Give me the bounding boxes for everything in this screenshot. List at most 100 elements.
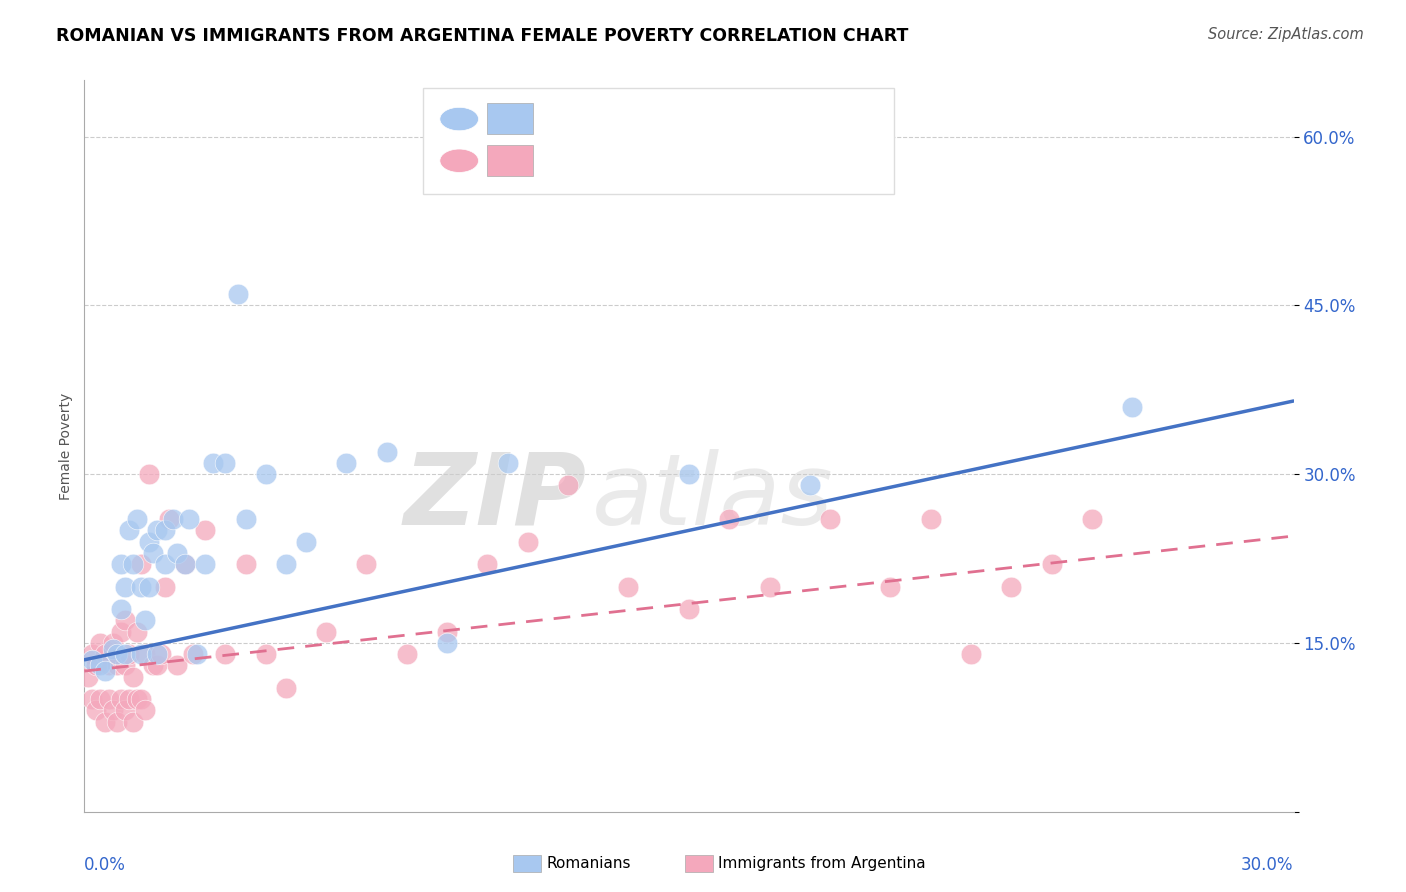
Point [194,557,217,571]
Point [89,658,111,673]
Point [818,512,841,526]
Point [157,512,180,526]
Point [146,647,169,661]
Point [356,557,378,571]
Point [82,653,104,667]
Point [86,703,108,717]
Point [110,602,132,616]
Point [166,658,188,673]
Circle shape [440,149,478,172]
Point [129,647,152,661]
Point [97,692,120,706]
Point [118,524,141,538]
Text: ZIP: ZIP [404,449,586,546]
Point [125,692,148,706]
Point [718,512,741,526]
Point [105,658,128,673]
Point [274,681,297,695]
Point [89,692,111,706]
Point [149,647,172,661]
Point [181,647,204,661]
Point [436,624,458,639]
Point [678,467,700,482]
Point [114,647,136,661]
Point [114,614,136,628]
Point [121,557,143,571]
Point [82,647,104,661]
Point [129,692,152,706]
FancyBboxPatch shape [486,145,533,176]
Point [920,512,942,526]
Point [758,580,780,594]
Point [799,478,821,492]
Point [153,580,176,594]
Point [129,580,152,594]
Point [82,692,104,706]
Point [110,557,132,571]
Point [166,546,188,560]
Point [134,703,156,717]
Point [110,624,132,639]
Text: R =  0.117: R = 0.117 [544,152,640,169]
Point [179,512,201,526]
Point [477,557,499,571]
Point [254,467,277,482]
Point [121,670,143,684]
Point [138,534,160,549]
Text: Source: ZipAtlas.com: Source: ZipAtlas.com [1208,27,1364,42]
Text: 0.0%: 0.0% [84,855,127,873]
Point [105,714,128,729]
Point [153,557,176,571]
Point [194,524,217,538]
Point [496,456,519,470]
FancyBboxPatch shape [486,103,533,134]
Text: Immigrants from Argentina: Immigrants from Argentina [718,856,927,871]
Point [110,692,132,706]
Text: R = 0.346: R = 0.346 [544,110,634,128]
Point [105,647,128,661]
Point [375,444,398,458]
Point [235,512,257,526]
Point [134,647,156,661]
Point [114,703,136,717]
Point [295,534,318,549]
Point [101,636,124,650]
Point [153,524,176,538]
Point [97,658,120,673]
Point [186,647,208,661]
Point [617,580,640,594]
Point [1040,557,1063,571]
Point [395,647,418,661]
Y-axis label: Female Poverty: Female Poverty [59,392,73,500]
Point [125,512,148,526]
Point [1121,400,1143,414]
Point [1081,512,1104,526]
Point [162,512,184,526]
Point [101,641,124,656]
Point [114,658,136,673]
Point [516,534,538,549]
Point [214,647,236,661]
Point [138,467,160,482]
Text: N = 43: N = 43 [737,110,804,128]
Text: 30.0%: 30.0% [1241,855,1294,873]
Point [436,636,458,650]
Point [146,524,169,538]
Point [93,664,115,678]
Point [93,647,115,661]
Point [557,163,579,178]
Point [125,624,148,639]
Point [129,557,152,571]
Point [960,647,983,661]
Point [174,557,197,571]
Point [274,557,297,571]
Text: Romanians: Romanians [547,856,631,871]
Point [134,614,156,628]
Circle shape [440,107,478,131]
Point [202,456,225,470]
Point [678,602,700,616]
Point [93,714,115,729]
Point [174,557,197,571]
Point [879,580,901,594]
Point [121,714,143,729]
